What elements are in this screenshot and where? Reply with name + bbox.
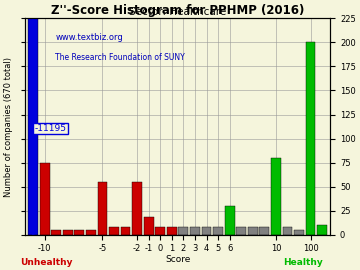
Bar [179, 227, 188, 235]
Bar [190, 227, 200, 235]
Bar [283, 227, 292, 235]
Bar [248, 227, 258, 235]
Bar [317, 225, 327, 235]
Title: Z''-Score Histogram for PPHMP (2016): Z''-Score Histogram for PPHMP (2016) [51, 4, 304, 17]
Bar [225, 206, 235, 235]
Bar [28, 18, 38, 235]
Y-axis label: Number of companies (670 total): Number of companies (670 total) [4, 56, 13, 197]
Text: Sector: Healthcare: Sector: Healthcare [129, 7, 226, 17]
Bar [75, 230, 84, 235]
Bar [109, 227, 119, 235]
Bar [121, 227, 130, 235]
Bar [271, 158, 281, 235]
Bar [132, 182, 142, 235]
Bar [98, 182, 107, 235]
Text: The Research Foundation of SUNY: The Research Foundation of SUNY [55, 53, 185, 62]
Bar [202, 227, 211, 235]
Bar [167, 227, 177, 235]
Bar [51, 230, 61, 235]
Bar [86, 230, 96, 235]
Bar [144, 217, 154, 235]
Bar [294, 230, 304, 235]
Text: Unhealthy: Unhealthy [20, 258, 73, 267]
Bar [236, 227, 246, 235]
Bar [156, 227, 165, 235]
Text: Healthy: Healthy [283, 258, 323, 267]
Bar [40, 163, 50, 235]
X-axis label: Score: Score [165, 255, 190, 264]
Bar [213, 227, 223, 235]
Text: www.textbiz.org: www.textbiz.org [55, 33, 123, 42]
Bar [306, 42, 315, 235]
Bar [63, 230, 73, 235]
Bar [260, 227, 269, 235]
Text: -11195: -11195 [35, 124, 67, 133]
